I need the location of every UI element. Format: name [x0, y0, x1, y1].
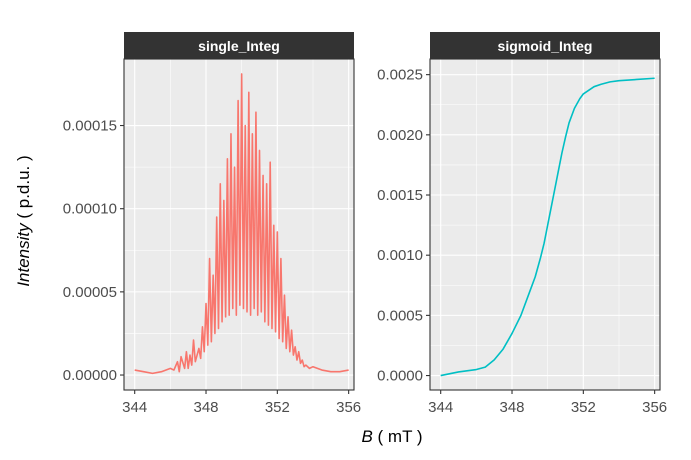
x-tick-label: 352 [571, 399, 596, 416]
x-tick-label: 344 [428, 399, 453, 416]
x-tick-label: 344 [122, 399, 147, 416]
sigmoid-integ-panel-border [429, 58, 661, 391]
grid-sigmoid-integ [430, 59, 660, 390]
single-integ-series-line [134, 73, 349, 375]
y-tick-label: 0.0005 [377, 307, 423, 324]
x-tick-label: 348 [499, 399, 524, 416]
x-tick-label: 348 [193, 399, 218, 416]
x-axis-title-var: B [361, 427, 372, 446]
y-tick-label: 0.00015 [63, 118, 117, 135]
strip-label-sigmoid-integ: sigmoid_Integ [498, 38, 593, 54]
plot-area-sigmoid-integ [430, 59, 660, 390]
y-axis-title: Intensity ( p.d.u. ) [14, 155, 33, 286]
series-sigmoid-integ [440, 77, 655, 377]
x-tick-label: 356 [336, 399, 361, 416]
y-tick-label: 0.0025 [377, 67, 423, 84]
x-axis-title: B ( mT ) [361, 427, 422, 446]
y-tick-label: 0.0010 [377, 247, 423, 264]
panel-single-integ: single_Integ 344 348 352 356 0.00000 0.00005 0… [63, 32, 361, 416]
y-tick-label: 0.00005 [63, 284, 117, 301]
series-single-integ [134, 73, 349, 375]
x-tick-label: 356 [642, 399, 667, 416]
y-tick-label: 0.0000 [377, 368, 423, 385]
single-integ-panel-border [123, 58, 355, 391]
ticks-single-integ: 344 348 352 356 0.00000 0.00005 0.00010 0.00015 [63, 58, 361, 416]
strip-label-single-integ: single_Integ [198, 38, 280, 54]
y-tick-label: 0.0015 [377, 187, 423, 204]
x-tick-label: 352 [265, 399, 290, 416]
y-tick-label: 0.0020 [377, 127, 423, 144]
y-axis-title-var: Intensity [14, 222, 33, 287]
strip-single-integ [124, 32, 354, 59]
sigmoid-integ-series-line [440, 77, 655, 377]
y-axis-title-unit: ( p.d.u. ) [14, 155, 33, 223]
ticks-sigmoid-integ: 344 348 352 356 0.0000 0.0005 0.0010 0.0015 0.00… [377, 58, 667, 416]
y-tick-label: 0.00010 [63, 201, 117, 218]
panel-sigmoid-integ: sigmoid_Integ 344 348 352 356 0.0000 0.0005 0.… [377, 32, 667, 416]
y-tick-label: 0.00000 [63, 367, 117, 384]
strip-sigmoid-integ [430, 32, 660, 59]
x-axis-title-unit: ( mT ) [373, 427, 423, 446]
